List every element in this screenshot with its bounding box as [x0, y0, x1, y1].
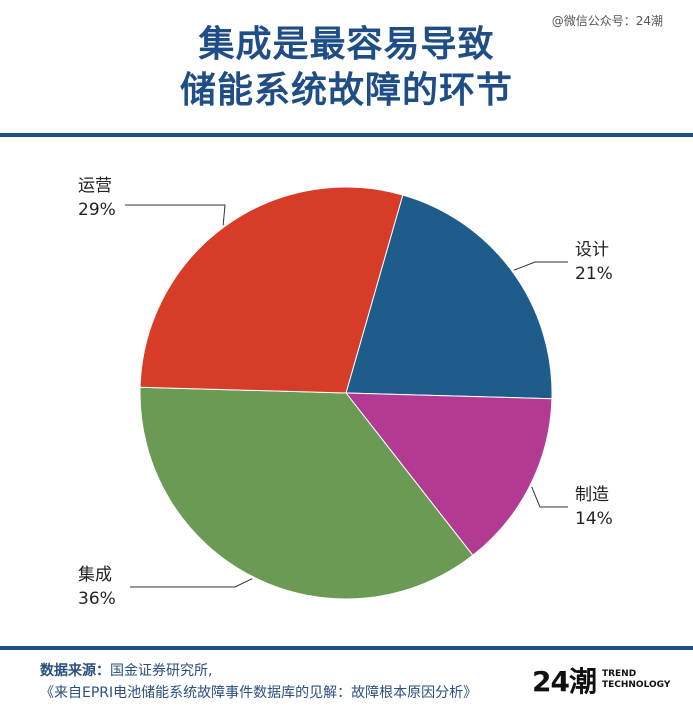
slice-value-label-2: 14% [575, 509, 613, 529]
slice-value-label-3: 36% [78, 589, 116, 609]
bottom-divider [0, 646, 693, 650]
title-line-2: 储能系统故障的环节 [179, 70, 513, 111]
title-line-1: 集成是最容易导致 [198, 24, 495, 65]
pie-slice-3 [139, 386, 474, 600]
top-divider [0, 133, 693, 137]
brand-logo: 24潮 TREND TECHNOLOGY [532, 660, 670, 700]
slice-name-label-3: 集成 [78, 565, 112, 585]
slice-name-label-1: 设计 [575, 240, 609, 260]
source-line-1: 国金证券研究所, [110, 663, 213, 679]
watermark: @微信公众号：24潮 [551, 14, 663, 28]
data-source: 数据来源：国金证券研究所, 《来自EPRI电池储能系统故障事件数据库的见解：故障… [40, 660, 477, 704]
pie-slice-1 [345, 194, 553, 400]
slice-value-label-1: 21% [575, 264, 613, 284]
logo-text: TREND TECHNOLOGY [602, 669, 670, 691]
leader-line-4 [125, 204, 226, 226]
pie-slice-4 [139, 186, 404, 394]
leader-line-3 [130, 578, 253, 588]
logo-text-line-1: TREND [601, 669, 637, 679]
slice-value-label-4: 29% [78, 200, 116, 220]
slice-name-label-2: 制造 [575, 485, 609, 505]
chart-title: 集成是最容易导致 储能系统故障的环节 [0, 22, 693, 114]
slice-name-label-4: 运营 [78, 176, 112, 196]
logo-mark: 24潮 [532, 665, 597, 698]
leader-line-2 [531, 486, 568, 508]
source-label: 数据来源： [40, 663, 110, 679]
source-line-2: 《来自EPRI电池储能系统故障事件数据库的见解：故障根本原因分析》 [40, 685, 478, 701]
pie-slice-2 [344, 392, 553, 557]
leader-line-1 [513, 261, 568, 271]
logo-text-line-2: TECHNOLOGY [601, 680, 671, 690]
